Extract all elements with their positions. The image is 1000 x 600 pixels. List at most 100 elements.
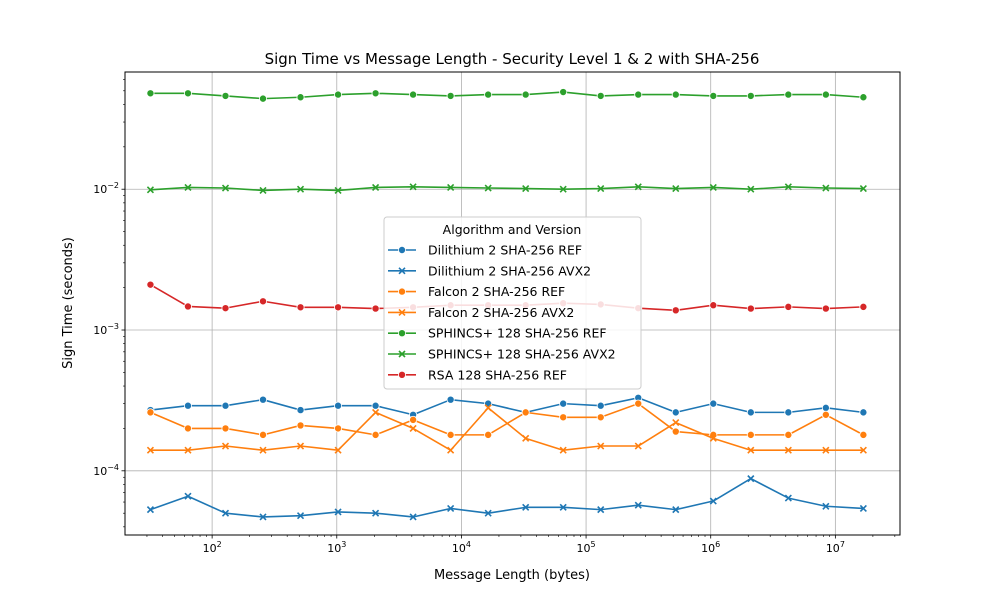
data-point <box>522 185 530 193</box>
data-point <box>372 509 380 517</box>
data-point <box>409 415 418 424</box>
data-point <box>371 430 380 439</box>
data-point <box>859 430 868 439</box>
marker-x-stroke <box>559 503 567 511</box>
data-point <box>221 424 230 433</box>
data-point <box>596 401 605 410</box>
marker-x-stroke <box>409 513 417 521</box>
marker-x-stroke <box>522 185 530 193</box>
data-point <box>371 304 380 313</box>
data-point <box>334 446 342 454</box>
data-point <box>784 430 793 439</box>
data-point <box>709 91 718 100</box>
marker-x-stroke <box>822 184 830 192</box>
data-point <box>597 506 605 514</box>
data-point <box>822 502 830 510</box>
y-tick-label: 10−4 <box>93 463 119 478</box>
data-point <box>634 183 642 191</box>
legend-item: Falcon 2 SHA-256 AVX2 <box>388 305 574 320</box>
data-point <box>221 442 230 450</box>
data-point <box>821 90 830 99</box>
data-point <box>334 303 343 312</box>
data-point <box>747 475 755 483</box>
legend-label: Falcon 2 SHA-256 REF <box>428 284 565 299</box>
data-point <box>371 401 380 410</box>
marker-x-stroke <box>859 185 867 193</box>
data-point <box>634 501 642 509</box>
data-point <box>446 430 455 439</box>
marker-x-stroke <box>372 183 380 191</box>
data-point <box>859 185 867 193</box>
data-point <box>709 183 717 191</box>
legend-label: Falcon 2 SHA-256 AVX2 <box>428 305 574 320</box>
legend-swatch-marker <box>398 350 406 358</box>
data-point <box>596 91 605 100</box>
series-5 <box>146 183 867 195</box>
data-point <box>371 89 380 98</box>
data-point <box>296 406 305 415</box>
series-line <box>150 91 864 100</box>
marker-x-stroke <box>672 185 680 193</box>
data-point <box>259 446 267 454</box>
data-point <box>671 90 680 99</box>
plot-frame <box>124 71 901 536</box>
marker-x-stroke <box>296 442 305 450</box>
data-point <box>784 90 793 99</box>
marker-x-stroke <box>484 509 492 517</box>
data-point <box>784 446 792 454</box>
legend-item: SPHINCS+ 128 SHA-256 AVX2 <box>388 347 616 362</box>
data-point <box>559 446 567 454</box>
data-point <box>746 408 755 417</box>
data-point <box>146 506 155 514</box>
data-point <box>671 408 680 417</box>
x-tick-label: 107 <box>826 540 845 555</box>
data-point <box>784 183 792 191</box>
data-point <box>409 513 417 521</box>
data-point <box>334 508 342 516</box>
data-point <box>859 408 868 417</box>
data-point <box>709 301 718 310</box>
legend-swatch-marker <box>397 287 406 296</box>
marker-x-stroke <box>522 503 530 511</box>
y-axis-label: Sign Time (seconds) <box>61 237 76 369</box>
data-point <box>184 492 192 500</box>
legend-item: RSA 128 SHA-256 REF <box>388 367 567 382</box>
legend-item: Dilithium 2 SHA-256 REF <box>388 243 582 258</box>
marker-x-stroke <box>484 404 492 412</box>
legend-label: RSA 128 SHA-256 REF <box>428 367 567 382</box>
data-point <box>559 413 568 422</box>
data-point <box>296 421 305 430</box>
data-point <box>221 401 230 410</box>
marker-x-stroke <box>597 506 605 514</box>
legend-label: SPHINCS+ 128 SHA-256 REF <box>428 326 607 341</box>
series-line <box>150 396 864 416</box>
data-point <box>259 395 268 404</box>
data-point <box>522 503 530 511</box>
data-point <box>522 434 530 442</box>
marker-x-stroke <box>447 504 455 513</box>
data-point <box>671 306 680 315</box>
marker-x-stroke <box>398 267 406 275</box>
data-point <box>784 302 793 311</box>
data-point <box>671 427 680 436</box>
marker-x-stroke <box>709 497 717 505</box>
data-point <box>597 185 605 193</box>
data-point <box>521 408 530 417</box>
data-point <box>259 94 268 103</box>
data-point <box>259 186 267 195</box>
marker-x-stroke <box>859 504 867 513</box>
marker-x-stroke <box>822 446 830 454</box>
data-point <box>484 90 493 99</box>
data-point <box>184 183 192 191</box>
marker-x-stroke <box>522 434 530 442</box>
series-line <box>150 186 864 192</box>
marker-x-stroke <box>597 185 605 193</box>
marker-x-stroke <box>372 509 380 517</box>
data-point <box>746 304 755 313</box>
data-point <box>634 399 643 408</box>
data-point <box>484 184 492 192</box>
data-point <box>822 446 830 454</box>
marker-x-stroke <box>184 492 192 500</box>
series-layer <box>146 88 868 521</box>
marker-x-stroke <box>747 185 755 193</box>
